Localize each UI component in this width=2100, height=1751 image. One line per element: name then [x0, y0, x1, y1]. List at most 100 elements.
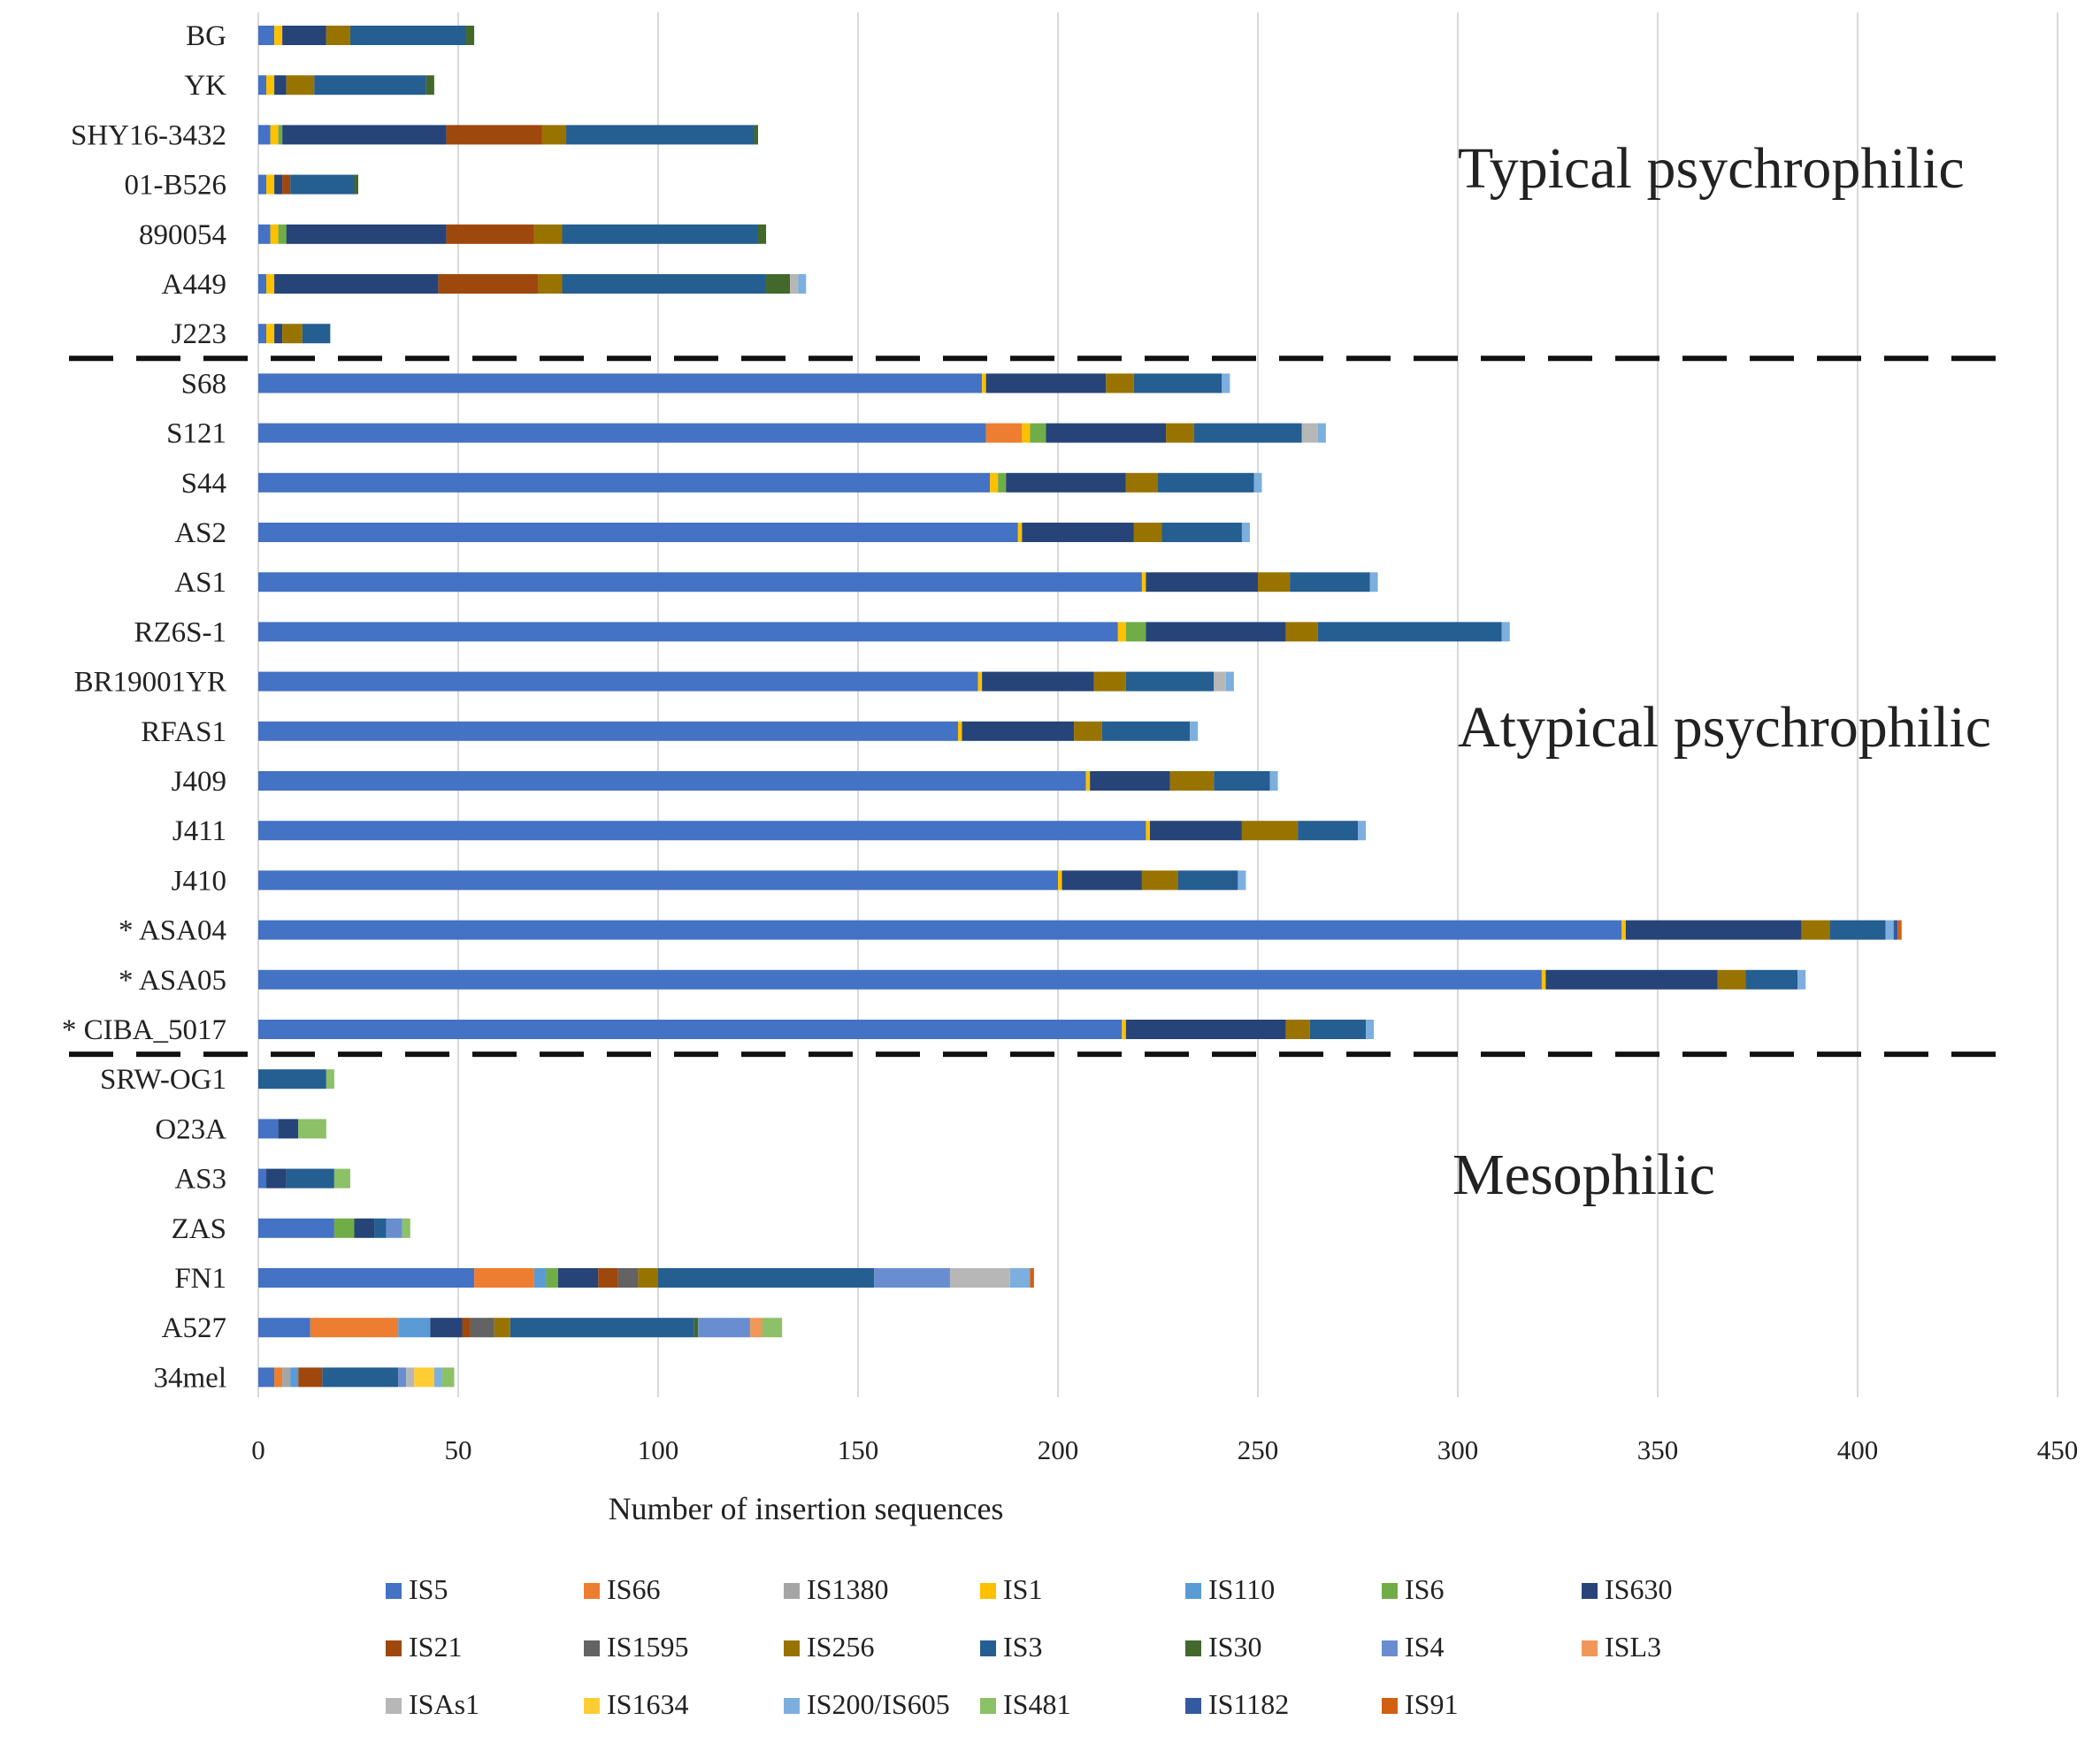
bar-segment [258, 26, 275, 45]
bar-segment [266, 174, 275, 195]
bar-segment [758, 224, 767, 244]
category-label: A527 [162, 1312, 226, 1344]
bar-segment [985, 423, 1023, 443]
legend-label: IS4 [1405, 1631, 1444, 1663]
bar-segment [1146, 572, 1258, 593]
bar-segment [258, 1069, 326, 1090]
category-label: BG [186, 20, 226, 52]
legend-swatch [1382, 1583, 1398, 1599]
bar-segment [258, 373, 983, 394]
bar-segment [1146, 821, 1150, 841]
bar-segment [1133, 373, 1222, 394]
bar-segment [446, 224, 534, 244]
bar-segment [258, 224, 271, 244]
bar-segment [278, 125, 283, 145]
legend-label: IS3 [1003, 1631, 1042, 1663]
bar-segment [1545, 969, 1718, 990]
bar-segment [1006, 472, 1126, 493]
bar-segment [1309, 1020, 1367, 1039]
bar-segment [1893, 920, 1898, 940]
bar-segment [438, 274, 539, 294]
category-label: 34mel [154, 1362, 226, 1394]
category-label: BR19001YR [74, 667, 226, 699]
bar-segment [282, 125, 447, 145]
bar-segment [538, 274, 563, 294]
bar-segment [566, 125, 755, 145]
bar-segment [266, 1168, 287, 1189]
bar-segment [258, 324, 267, 344]
bar-segment [286, 1168, 334, 1189]
bar-segment [1030, 1268, 1034, 1288]
bar-segment [282, 174, 291, 195]
bar-segment [258, 969, 1542, 990]
bar-segment [1117, 622, 1126, 642]
bar-segment [258, 174, 267, 195]
bar-segment [749, 1318, 763, 1338]
legend-swatch [386, 1583, 402, 1599]
bar-segment [1085, 771, 1091, 791]
bar-segment [1801, 920, 1830, 940]
bar-segment [290, 1367, 299, 1388]
bar-segment [1146, 622, 1286, 642]
bar-segment [1125, 472, 1158, 493]
bar-segment [1897, 920, 1902, 940]
bar-segment [1022, 423, 1031, 443]
bar-segment [266, 75, 275, 96]
bar-segment [638, 1268, 658, 1288]
group-title: Mesophilic [1452, 1143, 1715, 1207]
bar-segment [258, 622, 1118, 642]
bar-segment [1058, 870, 1062, 891]
bar-segment [762, 1318, 783, 1338]
bar-segment [694, 1318, 699, 1338]
bar-segment [1366, 1020, 1375, 1039]
bar-segment [462, 1318, 471, 1338]
bar-segment [258, 671, 978, 692]
category-label: RFAS1 [141, 716, 226, 748]
legend-swatch [1185, 1698, 1201, 1714]
category-label: S68 [181, 368, 226, 400]
bar-segment [1166, 423, 1194, 443]
bar-segment [1101, 721, 1191, 741]
bar-segment [278, 1119, 299, 1139]
legend-label: ISAs1 [409, 1688, 479, 1720]
bar-segment [990, 472, 999, 493]
legend: IS5 IS66 IS1380 IS1 IS110 IS6 IS630 IS21 IS1595 I… [386, 1573, 1672, 1720]
bar-segment [298, 1119, 326, 1139]
legend-label: IS1182 [1208, 1688, 1289, 1720]
legend-swatch [584, 1583, 600, 1599]
bar-segment [333, 1218, 355, 1238]
bar-segment [562, 274, 767, 294]
bar-segment [1133, 523, 1162, 542]
legend-swatch [784, 1698, 800, 1714]
bar-segment [470, 1318, 494, 1338]
bar-segment [949, 1268, 1010, 1288]
legend-label: IS30 [1208, 1631, 1261, 1663]
bar-segment [1009, 1268, 1031, 1288]
bar-segment [322, 1367, 399, 1388]
bar-segment [1285, 622, 1318, 642]
category-label: SHY16-3432 [71, 119, 226, 151]
category-label: YK [184, 70, 226, 102]
bar-segment [1141, 572, 1146, 593]
bar-segment [402, 1218, 410, 1238]
bar-segment [558, 1268, 599, 1288]
bar-segment [698, 1318, 750, 1338]
bar-segment [258, 1020, 1123, 1039]
legend-swatch [1382, 1698, 1398, 1714]
bar-segment [310, 1318, 399, 1338]
x-tick-label: 0 [251, 1434, 265, 1465]
bar-segment [510, 1318, 694, 1338]
bar-segment [1022, 523, 1134, 542]
bar-segment [562, 224, 758, 244]
legend-label: IS200/IS605 [807, 1688, 950, 1720]
legend-swatch [1582, 1583, 1598, 1599]
legend-label: IS110 [1208, 1573, 1275, 1605]
legend-label: IS6 [1405, 1573, 1444, 1605]
bar-segment [533, 1268, 547, 1288]
bar-segment [258, 1168, 267, 1189]
bar-segment [1317, 622, 1502, 642]
x-axis-title: Number of insertion sequences [609, 1491, 1004, 1526]
bar-segment [1253, 472, 1262, 493]
x-tick-label: 300 [1437, 1434, 1479, 1465]
